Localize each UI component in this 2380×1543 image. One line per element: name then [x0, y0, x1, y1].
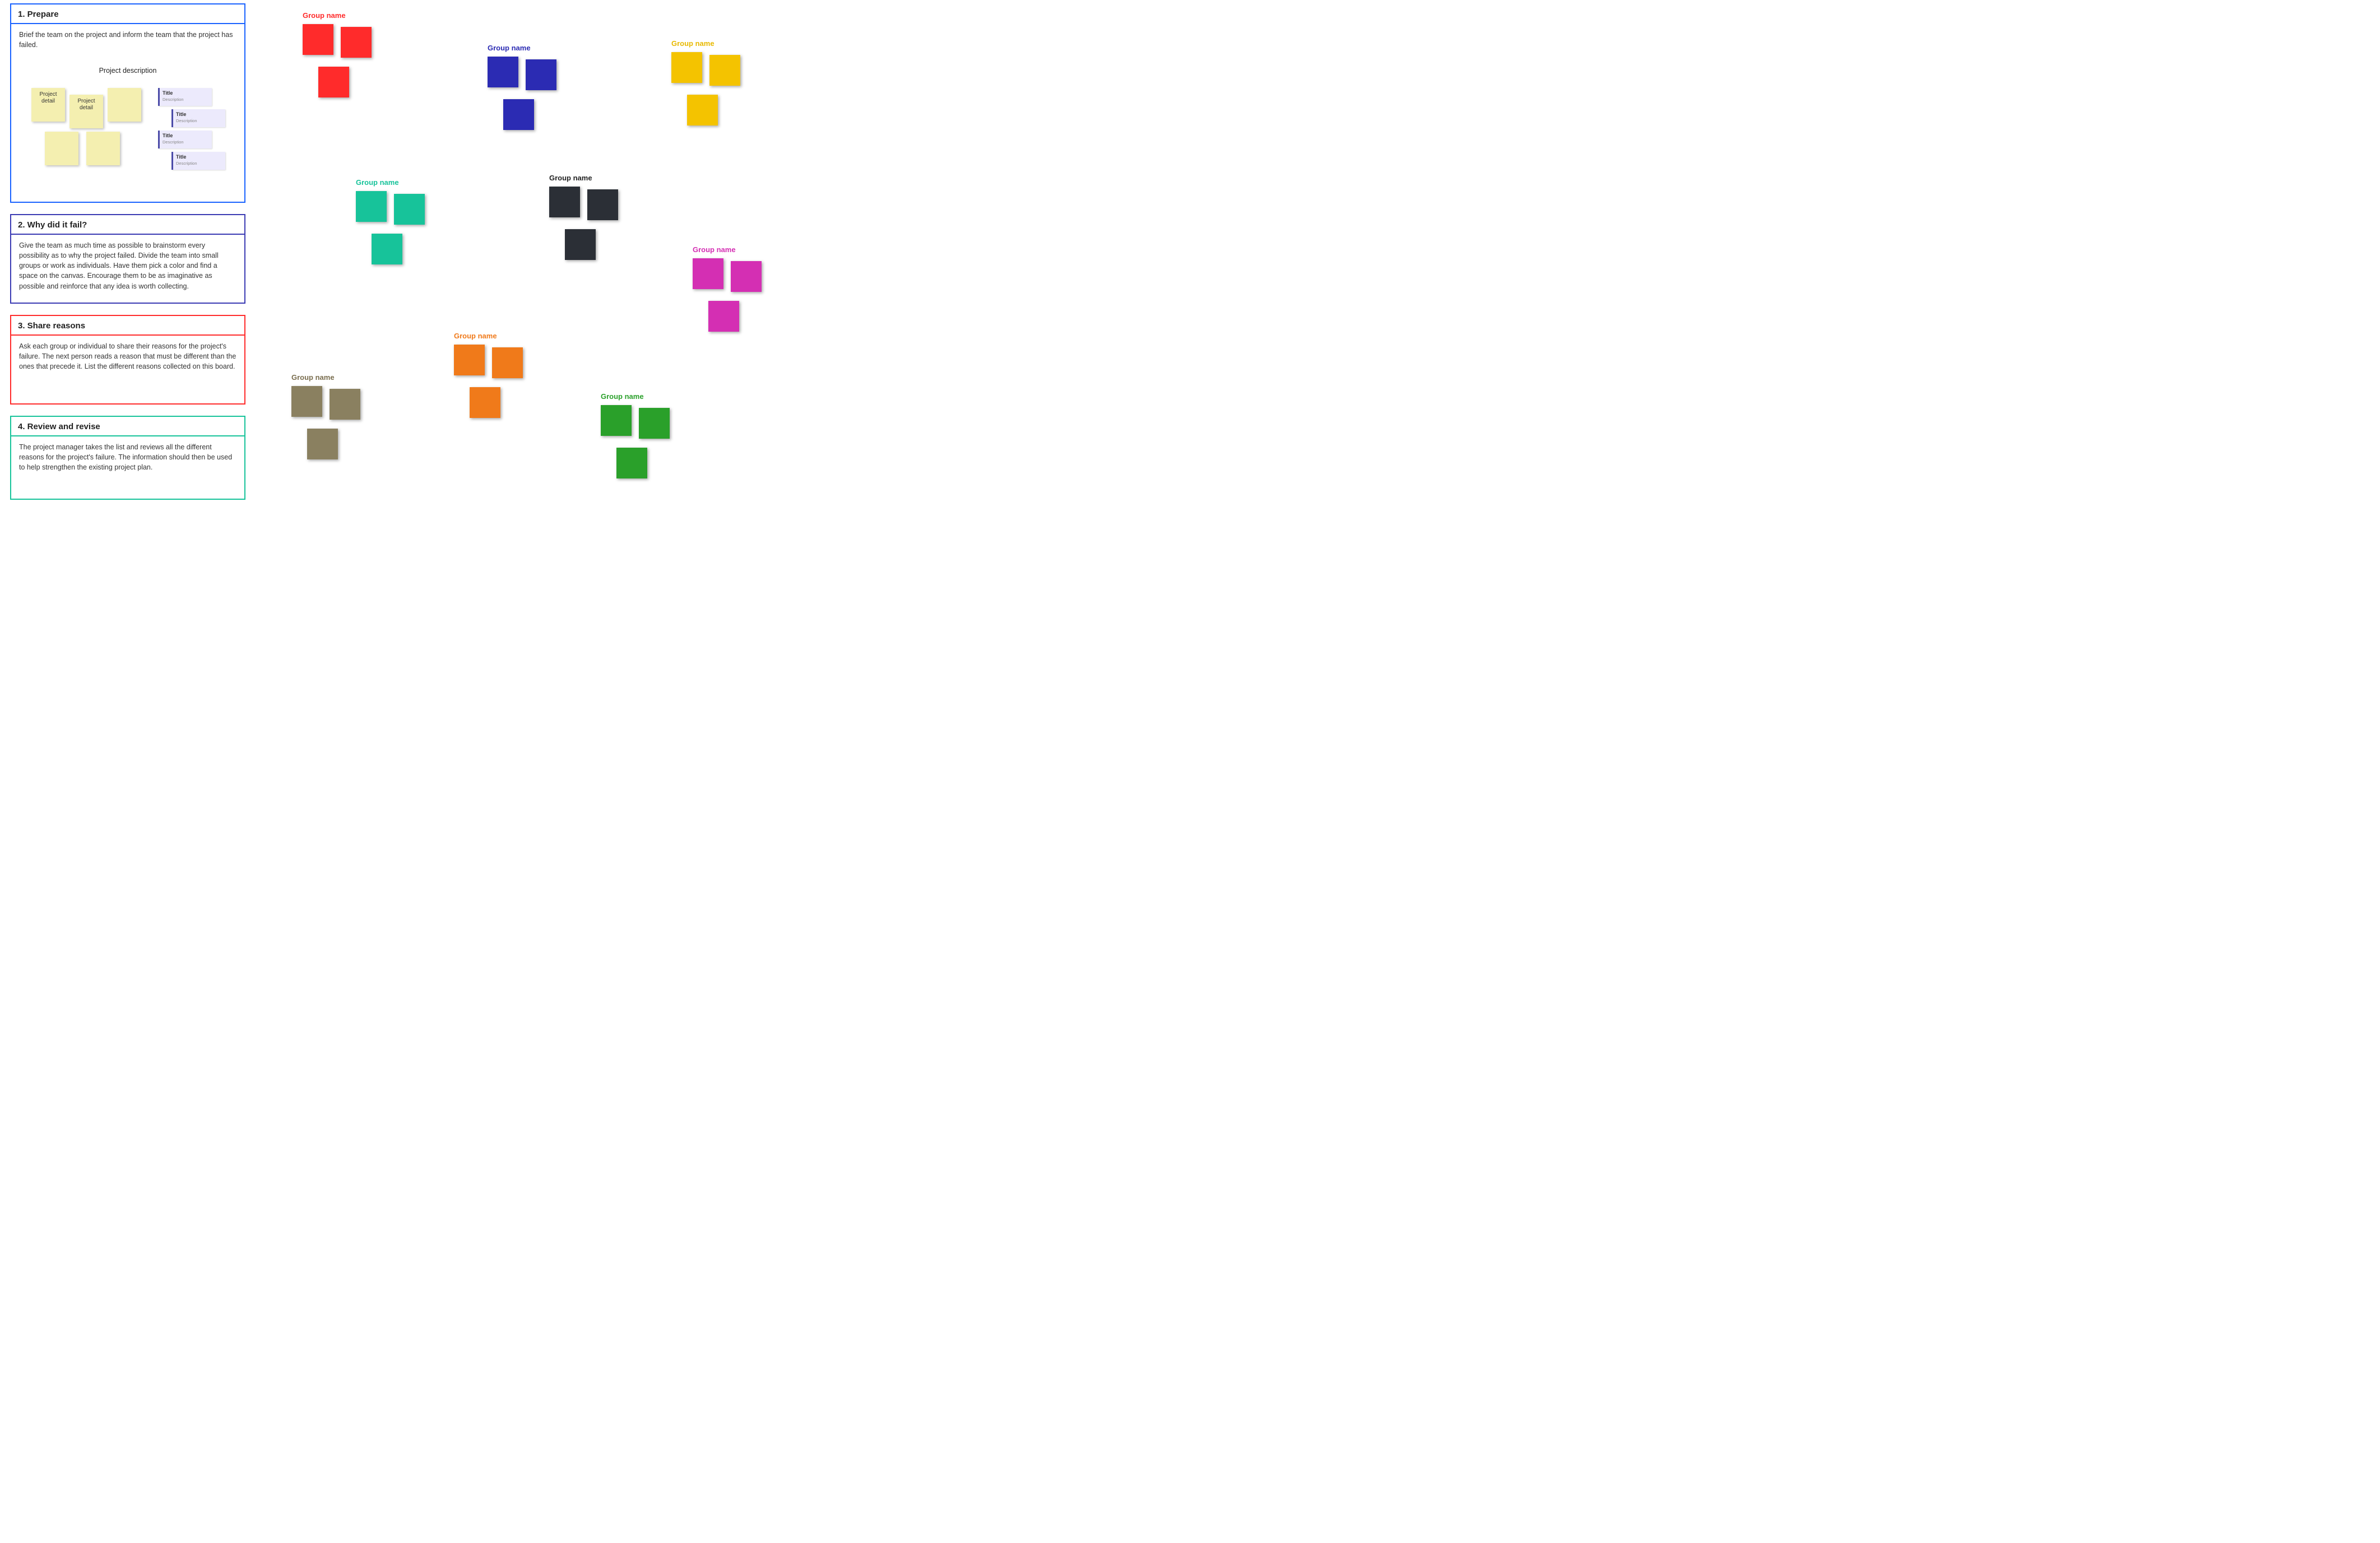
project-detail-note[interactable] [86, 132, 120, 165]
sticky-note[interactable] [492, 347, 523, 378]
group-cluster: Group name [356, 178, 446, 278]
description-card-title: Title [176, 154, 222, 161]
panel-prepare: 1. Prepare Brief the team on the project … [10, 3, 245, 203]
group-cluster: Group name [671, 39, 761, 139]
group-name-label[interactable]: Group name [549, 174, 639, 182]
sticky-cluster [291, 386, 381, 473]
panel-body-text: Ask each group or individual to share th… [19, 341, 236, 371]
panel-body: Ask each group or individual to share th… [11, 336, 244, 380]
sticky-note[interactable] [454, 345, 485, 375]
sticky-note[interactable] [330, 389, 360, 420]
panel-body: Give the team as much time as possible t… [11, 235, 244, 300]
group-cluster: Group name [488, 44, 577, 143]
panel-share: 3. Share reasons Ask each group or indivi… [10, 315, 245, 405]
sticky-note[interactable] [587, 189, 618, 220]
sticky-note[interactable] [341, 27, 372, 58]
description-card[interactable]: TitleDescription [171, 152, 225, 170]
sticky-note[interactable] [394, 194, 425, 225]
panel-title: 3. Share reasons [11, 316, 244, 336]
project-detail-note[interactable]: Project detail [31, 88, 65, 122]
sticky-note[interactable] [616, 448, 647, 478]
sticky-note[interactable] [687, 95, 718, 126]
description-card[interactable]: TitleDescription [158, 88, 212, 106]
group-cluster: Group name [601, 392, 690, 492]
sticky-cluster [693, 258, 782, 345]
sticky-note[interactable] [731, 261, 762, 292]
sticky-cluster [601, 405, 690, 492]
group-cluster: Group name [303, 11, 392, 111]
project-detail-note[interactable] [45, 132, 78, 165]
panel-body-text: Brief the team on the project and inform… [19, 30, 236, 50]
project-detail-note[interactable]: Project detail [69, 95, 103, 128]
description-card[interactable]: TitleDescription [158, 131, 212, 148]
description-card[interactable]: TitleDescription [171, 109, 225, 127]
sticky-note[interactable] [503, 99, 534, 130]
panel-body: Brief the team on the project and inform… [11, 24, 244, 187]
sticky-note[interactable] [526, 59, 556, 90]
sticky-note[interactable] [639, 408, 670, 439]
panel-body-text: Give the team as much time as possible t… [19, 240, 236, 291]
prepare-notes-area: Project detailProject detailTitleDescrip… [19, 88, 236, 178]
group-name-label[interactable]: Group name [356, 178, 446, 187]
sticky-note[interactable] [565, 229, 596, 260]
group-name-label[interactable]: Group name [454, 332, 544, 340]
description-card-title: Title [163, 90, 209, 97]
canvas: 1. Prepare Brief the team on the project … [0, 0, 773, 501]
description-card-desc: Description [176, 161, 222, 167]
panel-why-fail: 2. Why did it fail? Give the team as much… [10, 214, 245, 304]
sticky-note[interactable] [488, 57, 518, 87]
sticky-cluster [671, 52, 761, 139]
group-name-label[interactable]: Group name [303, 11, 392, 20]
panel-body: The project manager takes the list and r… [11, 436, 244, 481]
panel-title: 4. Review and revise [11, 417, 244, 436]
group-name-label[interactable]: Group name [693, 245, 782, 254]
sticky-note[interactable] [709, 55, 740, 86]
description-card-title: Title [176, 111, 222, 118]
group-cluster: Group name [549, 174, 639, 273]
project-description-label: Project description [19, 66, 236, 76]
panel-body-text: The project manager takes the list and r… [19, 442, 236, 472]
panel-title: 1. Prepare [11, 4, 244, 24]
group-name-label[interactable]: Group name [488, 44, 577, 52]
description-card-desc: Description [163, 97, 209, 103]
description-card-desc: Description [176, 118, 222, 124]
sticky-note[interactable] [470, 387, 500, 418]
group-cluster: Group name [454, 332, 544, 431]
description-card-desc: Description [163, 140, 209, 146]
sticky-cluster [488, 57, 577, 143]
sticky-cluster [303, 24, 392, 111]
sticky-cluster [356, 191, 446, 278]
sticky-note[interactable] [693, 258, 723, 289]
group-name-label[interactable]: Group name [601, 392, 690, 401]
panel-title: 2. Why did it fail? [11, 215, 244, 235]
panel-review: 4. Review and revise The project manager … [10, 416, 245, 500]
sticky-note[interactable] [601, 405, 632, 436]
sticky-cluster [549, 187, 639, 273]
sticky-note[interactable] [671, 52, 702, 83]
sticky-note[interactable] [307, 429, 338, 459]
sticky-note[interactable] [303, 24, 333, 55]
sticky-note[interactable] [291, 386, 322, 417]
group-cluster: Group name [291, 373, 381, 473]
sticky-note[interactable] [318, 67, 349, 97]
project-detail-note[interactable] [108, 88, 141, 122]
group-name-label[interactable]: Group name [291, 373, 381, 382]
description-card-title: Title [163, 132, 209, 140]
sticky-note[interactable] [708, 301, 739, 332]
sticky-cluster [454, 345, 544, 431]
group-cluster: Group name [693, 245, 782, 345]
sticky-note[interactable] [356, 191, 387, 222]
sticky-note[interactable] [549, 187, 580, 217]
group-name-label[interactable]: Group name [671, 39, 761, 48]
sticky-note[interactable] [372, 234, 402, 264]
